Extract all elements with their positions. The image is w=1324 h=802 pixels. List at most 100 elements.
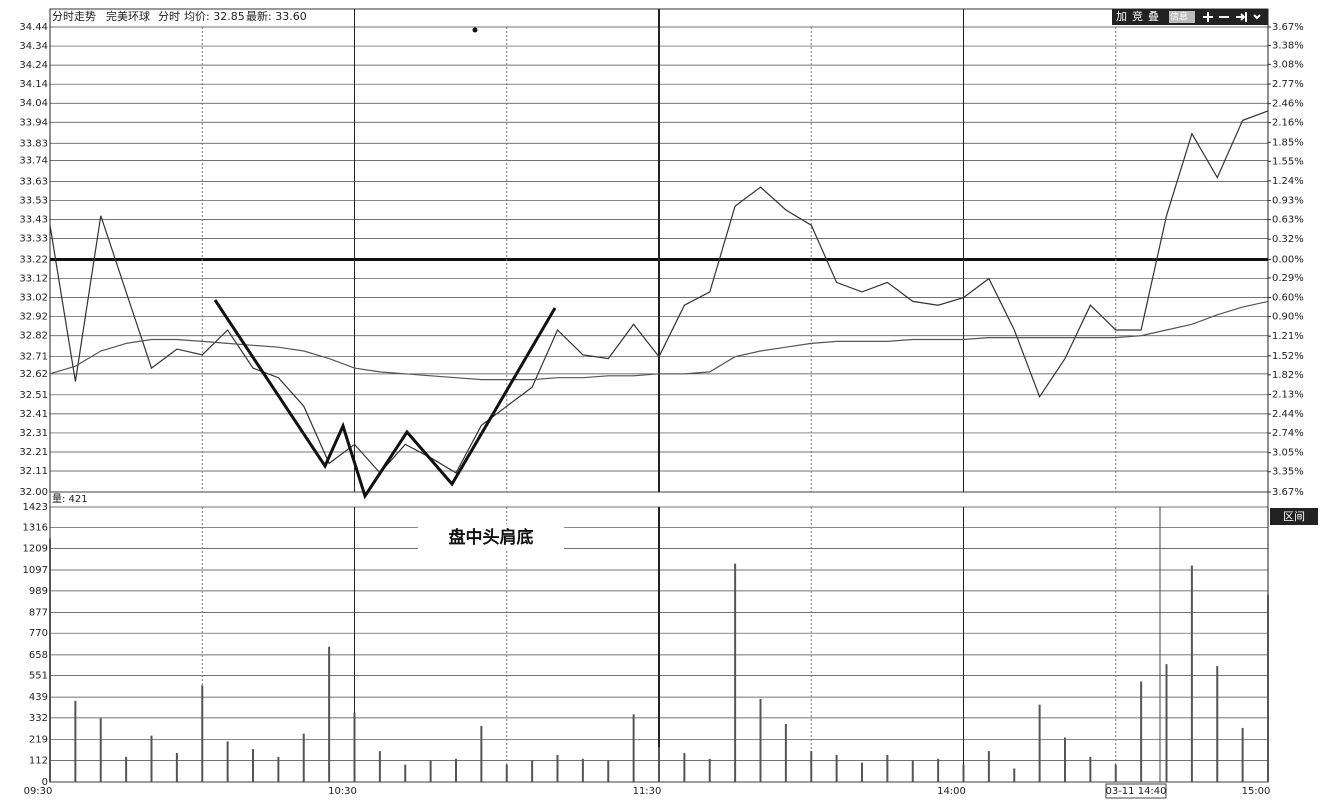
avg-price: 均价: 32.85 — [184, 10, 245, 23]
toolbar-button[interactable]: 信息 — [1170, 11, 1188, 23]
y-tick-label: 877 — [29, 608, 48, 619]
latest-price: 最新: 33.60 — [246, 9, 307, 23]
volume-bar — [429, 760, 432, 782]
toolbar-button[interactable]: 加 — [1116, 10, 1127, 23]
toolbar: 加 竞 叠 信息 — [1112, 9, 1268, 25]
y-tick-label: 32.21 — [19, 447, 48, 458]
volume-bar — [1038, 704, 1041, 782]
y-tick-label: 34.04 — [19, 98, 48, 109]
volume-bar — [1064, 737, 1066, 782]
y-tick-label: 33.83 — [19, 138, 48, 149]
y-tick-label: 1097 — [23, 565, 48, 576]
y-tick-label: 32.51 — [19, 390, 48, 401]
y2-tick-label: 2.16% — [1272, 118, 1304, 129]
y-tick-label: 332 — [29, 713, 48, 724]
pattern-annotation — [213, 299, 557, 500]
y-tick-label: 439 — [29, 692, 48, 703]
y-tick-label: 33.33 — [19, 234, 48, 245]
volume-bar — [759, 698, 762, 782]
volume-bar — [175, 753, 178, 782]
period: 分时 — [158, 10, 180, 23]
y2-tick-label: 1.52% — [1272, 351, 1304, 362]
y2-tick-label: 0.93% — [1272, 196, 1304, 207]
volume-bar — [455, 758, 457, 782]
x-tick-label: 09:30 — [24, 786, 53, 797]
range-button-bg[interactable] — [1270, 508, 1318, 525]
y2-tick-label: 2.77% — [1272, 79, 1304, 90]
y-tick-label: 33.22 — [19, 255, 48, 266]
y-tick-label: 32.62 — [19, 369, 48, 380]
y-tick-label: 219 — [29, 735, 48, 746]
volume-bar — [480, 725, 483, 782]
volume-bar — [962, 764, 965, 782]
volume-bar — [1114, 764, 1117, 782]
volume-bar — [708, 758, 711, 782]
annotation-bg — [418, 524, 564, 550]
y-tick-label: 1316 — [23, 523, 48, 534]
x-tick-label: 11:30 — [633, 786, 662, 797]
y2-tick-label: 0.90% — [1272, 312, 1304, 323]
y-tick-label: 32.11 — [19, 466, 48, 477]
volume-bar — [531, 760, 534, 782]
toolbar-button[interactable]: 竞 — [1132, 9, 1143, 23]
volume-bar — [125, 756, 128, 782]
y2-tick-label: 2.13% — [1272, 389, 1304, 400]
volume-bar — [99, 718, 102, 782]
volume-bar — [505, 764, 508, 782]
volume-bar — [1241, 727, 1244, 782]
y-tick-label: 32.71 — [19, 352, 48, 363]
y2-tick-label: 1.24% — [1272, 176, 1304, 187]
annotation: 盘中头肩底 — [449, 527, 534, 548]
volume-bar — [658, 747, 660, 782]
x-tick-label: 14:00 — [937, 786, 966, 797]
volume-bar — [226, 741, 229, 782]
volume-bar — [150, 735, 153, 782]
y2-tick-label: 2.74% — [1272, 428, 1304, 439]
volume-bar — [404, 764, 407, 782]
volume-bar — [1140, 681, 1143, 782]
y-tick-label: 33.12 — [19, 274, 48, 285]
volume-bar — [1089, 756, 1092, 782]
y-tick-label: 33.74 — [19, 155, 48, 166]
y2-tick-label: 1.21% — [1272, 331, 1304, 342]
y-tick-label: 112 — [29, 755, 48, 766]
y2-tick-label: 2.46% — [1272, 99, 1304, 110]
y-tick-label: 34.24 — [19, 60, 48, 71]
y2-tick-label: 0.32% — [1272, 234, 1304, 245]
volume-bar — [734, 563, 737, 782]
y2-tick-label: 3.38% — [1272, 40, 1304, 51]
volume-bar — [74, 700, 77, 782]
mode: 分时走势 — [52, 10, 96, 23]
x-tick-label: 15:00 — [1242, 786, 1271, 797]
volume-bar — [886, 754, 889, 782]
y-tick-label: 33.63 — [19, 176, 48, 187]
volume-bar — [49, 538, 51, 782]
panel-title: 量: 421 — [52, 493, 88, 505]
volume-bar — [632, 714, 635, 782]
y-tick-label: 1209 — [23, 543, 48, 554]
y2-tick-label: 0.60% — [1272, 293, 1304, 304]
volume-bar — [1190, 565, 1193, 782]
toolbar-button[interactable]: 叠 — [1148, 10, 1159, 23]
y2-tick-label: 0.00% — [1272, 255, 1304, 266]
y-tick-label: 1423 — [23, 502, 48, 513]
y-tick-label: 32.92 — [19, 312, 48, 323]
y2-tick-label: 3.35% — [1272, 467, 1304, 478]
y-tick-label: 34.44 — [19, 22, 48, 33]
marker-dot — [472, 27, 478, 33]
x-tick-label: 10:30 — [328, 786, 357, 797]
y-tick-label: 33.02 — [19, 293, 48, 304]
range-button[interactable]: 区间 — [1283, 510, 1305, 523]
volume-bar — [328, 646, 331, 782]
y-tick-label: 32.31 — [19, 428, 48, 439]
toolbar-button-bg — [1169, 11, 1195, 23]
toolbar-icons[interactable] — [1203, 12, 1261, 22]
y2-tick-label: 1.85% — [1272, 137, 1304, 148]
y-tick-label: 33.53 — [19, 195, 48, 206]
y2-tick-label: 1.82% — [1272, 370, 1304, 381]
y-tick-label: 770 — [29, 628, 48, 639]
y2-tick-label: 3.67% — [1272, 22, 1304, 33]
volume-bar — [252, 749, 254, 782]
y-tick-label: 34.34 — [19, 41, 48, 52]
